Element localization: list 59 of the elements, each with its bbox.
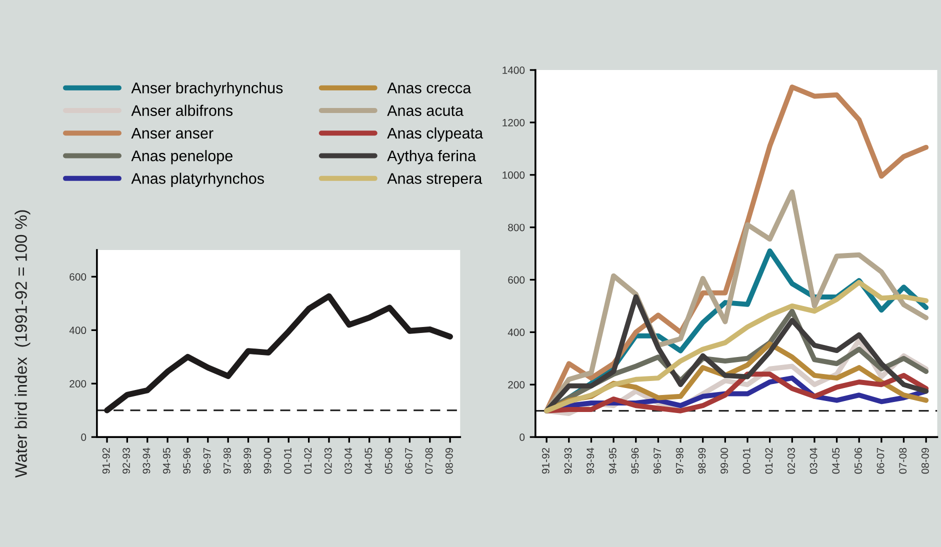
legend-label: Anas platyrhynchos (131, 172, 264, 187)
x-tick-label: 01-02 (765, 448, 773, 474)
x-tick-label: 99-00 (264, 448, 272, 474)
legend-label: Anas strepera (387, 173, 482, 187)
legend-label: Anser brachyrhynchus (131, 82, 283, 96)
x-tick-label: 92-93 (122, 448, 130, 474)
y-tick-label: 0 (520, 434, 525, 441)
x-tick-label: 06-07 (405, 448, 412, 474)
x-tick-label: 05-06 (854, 448, 862, 474)
y-tick-label: 800 (508, 224, 525, 232)
x-tick-label: 93-94 (586, 448, 594, 474)
legend-label: Anas crecca (387, 82, 472, 94)
x-tick-label: 08-09 (921, 448, 929, 474)
y-tick-label: 400 (69, 326, 86, 334)
legend-label: Anas penelope (131, 150, 232, 164)
x-tick-label: 97-98 (676, 448, 684, 474)
x-tick-label: 92-93 (564, 448, 572, 474)
y-tick-label: 1200 (502, 118, 525, 126)
x-tick-label: 05-06 (384, 448, 392, 474)
x-tick-label: 97-98 (224, 448, 231, 474)
legend-label: Anas acuta (387, 105, 464, 116)
x-tick-label: 03-04 (344, 448, 352, 474)
legend-label: Anser anser (131, 128, 214, 139)
legend-label: Anas clypeata (387, 127, 484, 142)
y-tick-label: 600 (70, 273, 86, 281)
x-tick-label: 96-97 (203, 448, 211, 474)
x-tick-label: 00-01 (742, 448, 750, 474)
y-tick-label: 1400 (502, 66, 525, 74)
x-tick-label: 95-96 (631, 448, 639, 474)
y-axis-title: Water bird index (1991-92 = 100 %) (14, 210, 30, 478)
x-tick-label: 95-96 (183, 448, 191, 474)
legend-label: Anser albifrons (131, 104, 233, 116)
x-tick-label: 06-07 (876, 448, 884, 474)
x-tick-label: 98-99 (698, 448, 706, 474)
x-tick-label: 98-99 (244, 448, 252, 474)
x-tick-label: 99-00 (720, 448, 728, 474)
x-tick-label: 93-94 (142, 448, 150, 474)
x-tick-label: 02-03 (788, 448, 795, 474)
x-tick-label: 01-02 (304, 448, 312, 474)
x-tick-label: 00-01 (284, 448, 292, 474)
y-tick-label: 400 (508, 328, 525, 336)
y-tick-label: 200 (70, 380, 86, 388)
x-tick-label: 91-92 (542, 448, 550, 474)
legend-label: Aythya ferina (387, 150, 476, 164)
y-tick-label: 0 (81, 434, 86, 441)
x-tick-label: 94-95 (162, 448, 170, 474)
x-tick-label: 07-08 (425, 448, 433, 474)
x-tick-label: 02-03 (324, 448, 332, 474)
x-tick-label: 96-97 (654, 448, 661, 474)
x-tick-label: 04-05 (364, 448, 372, 474)
x-tick-label: 94-95 (608, 448, 616, 474)
y-tick-label: 200 (508, 381, 525, 388)
x-tick-label: 03-04 (810, 448, 818, 474)
x-tick-label: 07-08 (899, 448, 907, 474)
x-tick-label: 91-92 (102, 448, 110, 474)
x-tick-label: 04-05 (832, 448, 840, 474)
y-tick-label: 1000 (502, 171, 525, 179)
x-tick-label: 08-09 (445, 448, 453, 474)
y-tick-label: 600 (508, 276, 525, 284)
